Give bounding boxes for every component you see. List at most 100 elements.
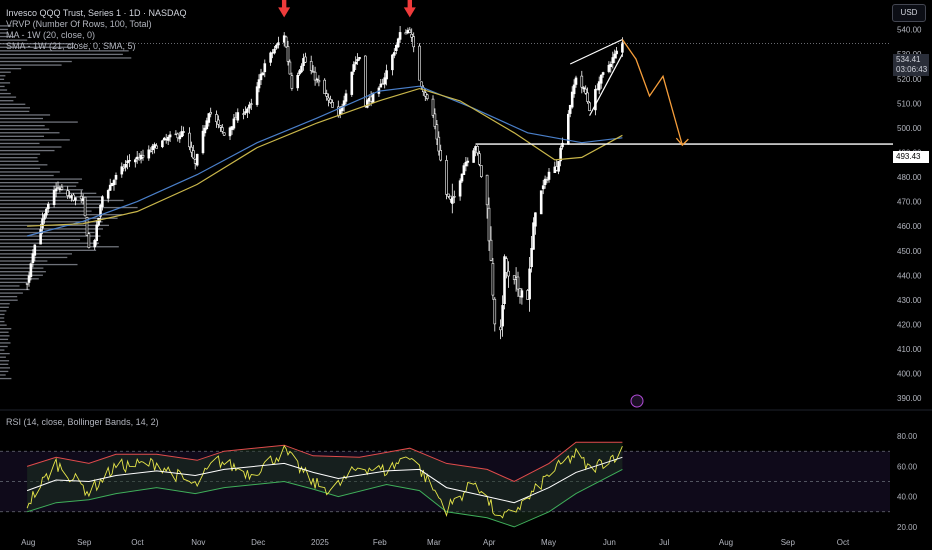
candle-body: [621, 42, 624, 53]
candle-body: [584, 88, 588, 94]
sma-legend[interactable]: SMA - 1W (21, close, 0, SMA, 5): [6, 41, 136, 51]
candle-body: [259, 73, 263, 81]
volume-profile-row: [0, 57, 132, 59]
candle-body: [392, 52, 396, 56]
volume-profile-row: [0, 317, 5, 319]
price-tick-label: 460.00: [897, 222, 922, 231]
candle-body: [261, 72, 265, 76]
volume-profile-row: [0, 246, 119, 248]
volume-profile-row: [0, 157, 38, 159]
candle-body: [273, 48, 276, 54]
candle-body: [52, 190, 56, 206]
time-tick-label: Aug: [719, 538, 733, 547]
candle-body: [371, 93, 375, 104]
candle-body: [394, 44, 398, 51]
volume-profile-row: [0, 25, 12, 27]
event-icon: [630, 394, 644, 408]
candle-body: [161, 140, 164, 148]
candle-body: [445, 160, 448, 195]
volume-profile-row: [0, 128, 50, 130]
wedge-lower-line: [589, 53, 623, 116]
candle-body: [358, 56, 361, 60]
candle-body: [153, 144, 156, 148]
candle-body: [97, 218, 100, 226]
candle-body: [250, 103, 253, 105]
volume-profile-row: [0, 203, 102, 205]
rsi-tick-label: 80.00: [897, 432, 918, 441]
candle-body: [203, 127, 207, 134]
candle-body: [269, 52, 272, 63]
candle-body: [501, 305, 504, 327]
candle-body: [190, 146, 193, 153]
rsi-tick-label: 60.00: [897, 462, 918, 471]
candle-body: [352, 64, 356, 72]
candle-body: [201, 130, 205, 154]
volume-profile-row: [0, 75, 6, 77]
top-arrow-shaft: [407, 0, 412, 9]
chart-title[interactable]: Invesco QQQ Trust, Series 1 · 1D · NASDA…: [6, 8, 187, 18]
candle-body: [122, 166, 125, 169]
candle-body: [87, 233, 91, 248]
volume-profile-row: [0, 235, 101, 237]
candle-body: [594, 89, 597, 111]
rsi-legend[interactable]: RSI (14, close, Bollinger Bands, 14, 2): [6, 417, 159, 427]
volume-profile-row: [0, 228, 103, 230]
candle-body: [300, 65, 303, 73]
vrvp-legend[interactable]: VRVP (Number Of Rows, 100, Total): [6, 19, 152, 29]
candle-body: [195, 153, 199, 166]
candle-body: [134, 159, 137, 163]
candle-body: [611, 57, 615, 64]
volume-profile-row: [0, 367, 10, 369]
volume-profile-row: [0, 107, 30, 109]
candle-body: [561, 142, 564, 148]
volume-profile-row: [0, 53, 123, 56]
volume-profile-row: [0, 313, 5, 316]
candle-body: [54, 188, 58, 192]
candle-body: [559, 147, 562, 162]
candle-body: [599, 74, 603, 84]
last-price-value: 534.41: [896, 55, 921, 64]
candle-body: [70, 195, 73, 199]
ma-legend[interactable]: MA - 1W (20, close, 0): [6, 30, 96, 40]
candle-body: [228, 127, 232, 137]
price-tick-label: 520.00: [897, 75, 922, 84]
candle-body: [601, 72, 605, 75]
level-price-tag: 493.43: [893, 151, 929, 163]
volume-profile-row: [0, 132, 60, 134]
volume-profile-row: [0, 167, 41, 170]
volume-profile-row: [0, 345, 8, 348]
candle-body: [325, 93, 329, 97]
candle-body: [580, 75, 584, 88]
volume-profile-row: [0, 160, 39, 162]
candle-body: [383, 77, 387, 85]
candle-body: [93, 240, 96, 248]
candle-body: [178, 135, 182, 140]
time-tick-label: 2025: [311, 538, 329, 547]
candle-body: [242, 113, 245, 115]
candle-body: [568, 105, 572, 114]
top-arrow-head: [403, 7, 416, 18]
candle-body: [205, 120, 209, 129]
currency-button[interactable]: USD: [892, 4, 926, 22]
volume-profile-row: [0, 185, 77, 187]
candle-body: [404, 32, 408, 35]
volume-profile-row: [0, 374, 6, 376]
rsi-pane: [0, 441, 890, 528]
candle-body: [460, 173, 464, 182]
candle-body: [215, 114, 218, 123]
candle-body: [39, 229, 42, 245]
price-tick-label: 500.00: [897, 124, 922, 133]
candle-body: [609, 63, 613, 67]
sma21-line: [27, 87, 623, 227]
volume-profile-row: [0, 331, 9, 333]
volume-profile-row: [0, 164, 48, 166]
candle-body: [365, 100, 369, 108]
candle-body: [530, 248, 533, 268]
candle-body: [570, 91, 574, 108]
candle-body: [45, 208, 48, 216]
candle-body: [248, 104, 251, 109]
candle-body: [507, 270, 510, 277]
time-tick-label: Oct: [837, 538, 850, 547]
candle-body: [329, 99, 332, 103]
